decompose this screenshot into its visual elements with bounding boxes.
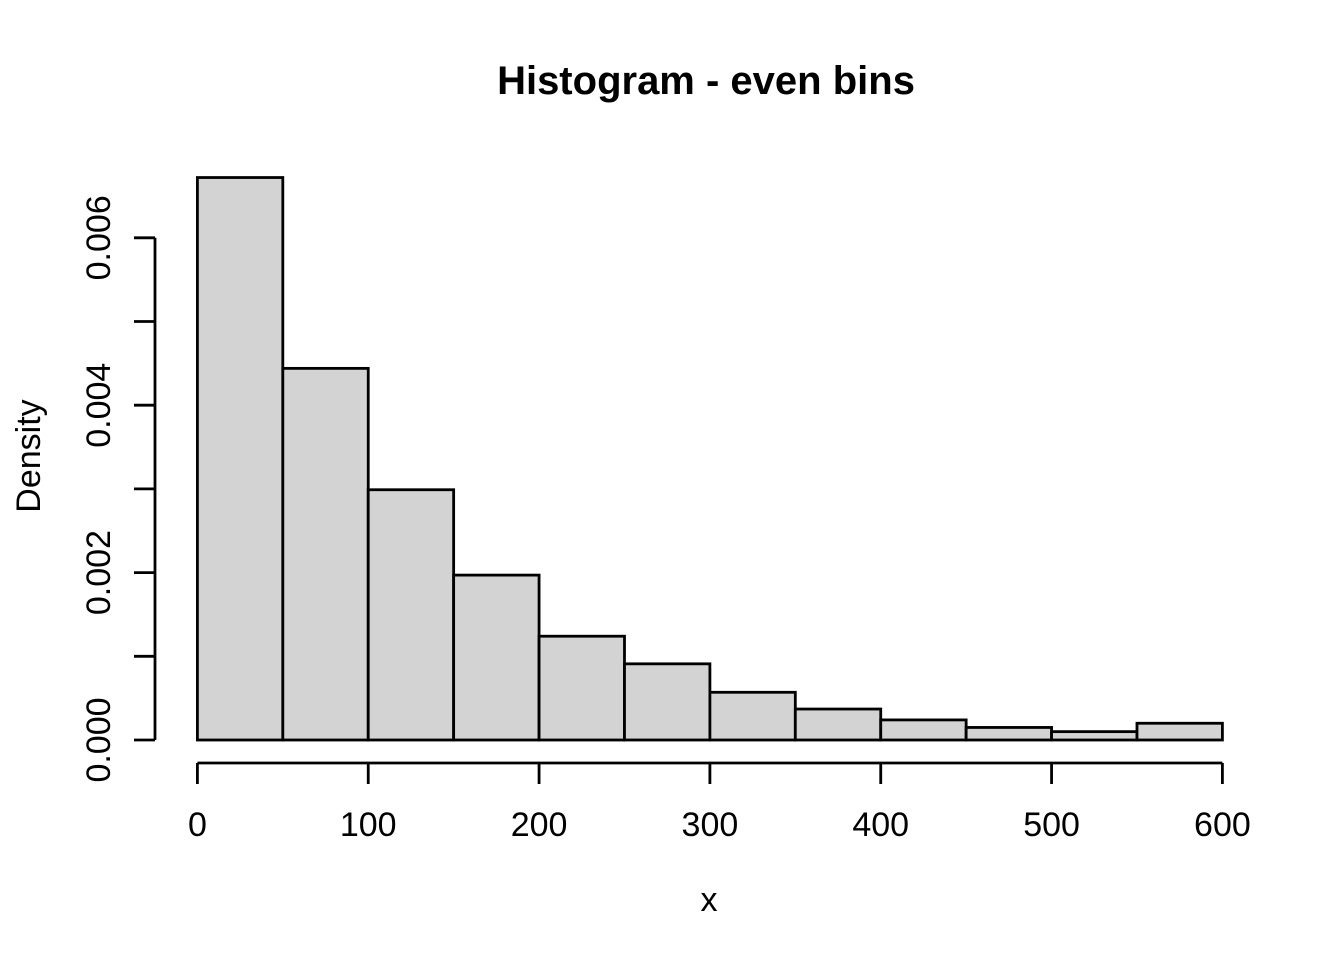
y-axis-tick-label: 0.000 (80, 697, 118, 782)
histogram-bar (366, 488, 456, 742)
histogram-bar (879, 718, 968, 742)
x-axis-title: x (701, 881, 718, 919)
y-axis-title: Density (10, 399, 48, 512)
histogram-bar (537, 634, 626, 742)
x-axis-tick-label: 600 (1194, 806, 1251, 844)
chart-title: Histogram - even bins (497, 59, 915, 103)
x-axis-tick-label: 100 (340, 806, 397, 844)
histogram-bar (793, 707, 883, 742)
x-axis-tick-label: 400 (852, 806, 909, 844)
histogram-bar (1050, 730, 1139, 742)
bars-group (195, 176, 1224, 742)
histogram-bar (623, 662, 712, 742)
histogram-bar (452, 573, 541, 742)
histogram-bar (281, 366, 370, 742)
y-axis-tick-label: 0.002 (80, 530, 118, 615)
histogram-bar (964, 726, 1053, 742)
y-axis-tick-label: 0.004 (80, 363, 118, 448)
y-axis: 0.000 0.002 0.004 0.006 (80, 195, 157, 783)
histogram-bar (1135, 721, 1224, 742)
x-axis: 0 100 200 300 400 500 600 (188, 761, 1251, 844)
y-axis-tick-label: 0.006 (80, 195, 118, 280)
x-axis-tick-label: 300 (682, 806, 739, 844)
x-axis-tick-label: 500 (1023, 806, 1080, 844)
x-axis-tick-label: 200 (511, 806, 568, 844)
x-axis-tick-label: 0 (188, 806, 207, 844)
histogram-bar (195, 176, 285, 742)
histogram-bar (708, 690, 797, 742)
